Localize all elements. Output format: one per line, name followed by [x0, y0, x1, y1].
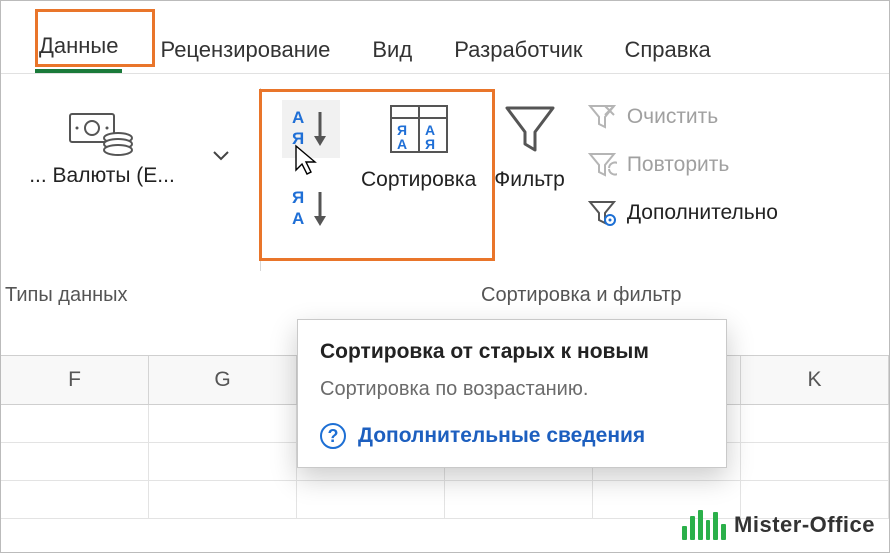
sort-z-a-icon: Я А — [290, 186, 332, 232]
currency-icon — [68, 108, 136, 158]
sort-table-icon: Я А А Я — [385, 100, 453, 160]
sort-dialog-button[interactable]: Я А А Я Сортировка — [361, 100, 476, 238]
funnel-clear-icon — [587, 102, 617, 132]
tab-review[interactable]: Рецензирование — [156, 31, 334, 73]
svg-text:Я: Я — [292, 129, 304, 148]
group-sort-filter: А Я Я А — [261, 74, 889, 313]
data-type-label: Валюты (Е... — [53, 164, 175, 187]
tooltip-more-label: Дополнительные сведения — [358, 424, 645, 448]
filter-label: Фильтр — [494, 168, 565, 192]
tab-help[interactable]: Справка — [620, 31, 714, 73]
tooltip-more-link[interactable]: ? Дополнительные сведения — [320, 423, 704, 449]
help-icon: ? — [320, 423, 346, 449]
sort-a-z-icon: А Я — [290, 106, 332, 152]
col-header[interactable]: F — [1, 356, 149, 404]
ribbon: ... Валюты (Е... Типы данных А Я — [1, 73, 889, 313]
group-label-sort-filter: Сортировка и фильтр — [481, 284, 682, 307]
svg-text:Я: Я — [292, 188, 304, 207]
tooltip-description: Сортировка по возрастанию. — [320, 378, 704, 401]
watermark-text: Mister-Office — [734, 512, 875, 538]
filter-reapply-label: Повторить — [627, 153, 730, 177]
filter-clear-label: Очистить — [627, 105, 718, 129]
tab-developer[interactable]: Разработчик — [450, 31, 586, 73]
tab-data[interactable]: Данные — [35, 27, 122, 73]
filter-reapply-button[interactable]: Повторить — [587, 150, 778, 180]
watermark: Mister-Office — [682, 510, 875, 540]
filter-advanced-label: Дополнительно — [627, 201, 778, 225]
chevron-down-icon — [212, 150, 230, 162]
svg-text:А: А — [397, 136, 407, 152]
funnel-advanced-icon — [587, 198, 617, 228]
tooltip-popup: Сортировка от старых к новым Сортировка … — [297, 319, 727, 468]
data-type-currencies[interactable]: ... Валюты (Е... — [15, 108, 189, 188]
watermark-logo-icon — [682, 510, 726, 540]
svg-text:А: А — [292, 209, 304, 228]
filter-button[interactable]: Фильтр — [494, 100, 565, 238]
sort-dialog-label: Сортировка — [361, 168, 476, 192]
sort-descending-button[interactable]: Я А — [282, 180, 340, 238]
funnel-reapply-icon — [587, 150, 617, 180]
tooltip-title: Сортировка от старых к новым — [320, 340, 704, 364]
svg-text:А: А — [292, 108, 304, 127]
funnel-icon — [501, 100, 559, 160]
tab-view[interactable]: Вид — [368, 31, 416, 73]
col-header[interactable]: K — [741, 356, 889, 404]
group-data-types: ... Валюты (Е... Типы данных — [1, 74, 261, 313]
group-label-data-types: Типы данных — [5, 284, 128, 307]
sort-ascending-button[interactable]: А Я — [282, 100, 340, 158]
ribbon-tabs: Данные Рецензирование Вид Разработчик Сп… — [1, 1, 889, 73]
col-header[interactable]: G — [149, 356, 297, 404]
data-types-dropdown[interactable] — [189, 100, 253, 196]
filter-advanced-button[interactable]: Дополнительно — [587, 198, 778, 228]
svg-text:Я: Я — [425, 136, 435, 152]
filter-clear-button[interactable]: Очистить — [587, 102, 778, 132]
